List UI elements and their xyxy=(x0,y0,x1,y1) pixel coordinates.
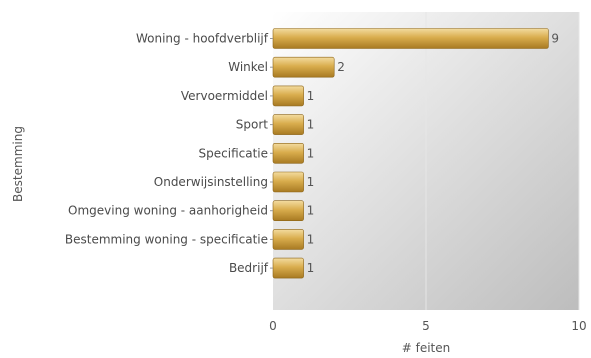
category-label: Winkel xyxy=(228,60,268,74)
data-label: 1 xyxy=(307,204,315,218)
value-labels: 9 2 1 1 1 1 1 1 1 xyxy=(307,32,559,276)
bar xyxy=(272,85,304,107)
category-label: Specificatie xyxy=(199,146,268,160)
x-axis-ticks: 0 5 10 xyxy=(269,319,586,333)
category-label: Woning - hoofdverblijf xyxy=(136,32,269,46)
x-tick-label: 10 xyxy=(571,319,586,333)
bar xyxy=(272,28,549,49)
bar xyxy=(272,229,304,250)
data-label: 1 xyxy=(307,232,315,246)
category-label: Omgeving woning - aanhorigheid xyxy=(68,204,268,218)
data-label: 1 xyxy=(307,175,315,189)
category-labels: Woning - hoofdverblijf Winkel Vervoermidde… xyxy=(65,32,273,275)
bars xyxy=(272,28,549,279)
category-label: Sport xyxy=(236,118,269,132)
data-label: 1 xyxy=(307,118,315,132)
category-label: Vervoermiddel xyxy=(181,89,268,103)
data-label: 9 xyxy=(551,32,559,46)
bar xyxy=(272,114,304,135)
data-label: 2 xyxy=(337,60,345,74)
category-label: Bedrijf xyxy=(229,261,269,275)
data-label: 1 xyxy=(307,261,315,275)
category-label: Bestemming woning - specificatie xyxy=(65,232,268,246)
bar xyxy=(272,171,304,193)
x-axis-title: # feiten xyxy=(402,341,451,355)
gridlines xyxy=(425,12,580,310)
bar xyxy=(272,257,304,279)
bar xyxy=(272,200,304,221)
bar xyxy=(272,56,335,78)
x-tick-label: 5 xyxy=(422,319,430,333)
data-label: 1 xyxy=(307,146,315,160)
y-axis-title: Bestemming xyxy=(11,126,25,202)
data-label: 1 xyxy=(307,89,315,103)
x-tick-label: 0 xyxy=(269,319,277,333)
bar xyxy=(272,143,304,164)
category-label: Onderwijsinstelling xyxy=(154,175,268,189)
